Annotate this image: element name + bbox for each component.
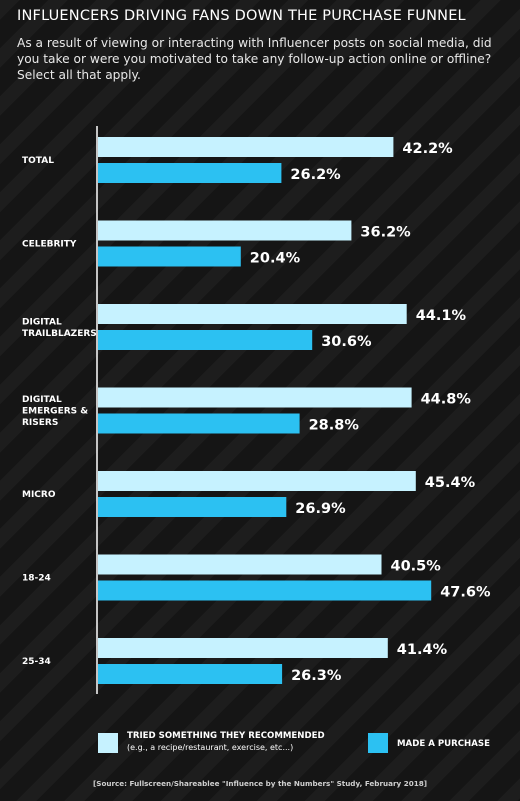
category-label: DIGITAL bbox=[22, 395, 62, 405]
category-label: TRAILBLAZERS bbox=[22, 329, 97, 339]
bar-purchase bbox=[98, 580, 432, 601]
legend-label-tried-note: (e.g., a recipe/restaurant, exercise, et… bbox=[127, 743, 294, 752]
bar-purchase bbox=[98, 664, 283, 684]
data-label: 42.2% bbox=[402, 141, 453, 157]
bar-purchase bbox=[98, 246, 241, 267]
bar-tried bbox=[98, 220, 352, 241]
category-label: 18-24 bbox=[22, 574, 51, 584]
legend-swatch-purchase bbox=[368, 733, 388, 753]
chart-title: INFLUENCERS DRIVING FANS DOWN THE PURCHA… bbox=[17, 8, 466, 24]
category-label: EMERGERS & bbox=[22, 407, 88, 417]
category-label: RISERS bbox=[22, 418, 58, 428]
category-label: CELEBRITY bbox=[22, 240, 77, 250]
legend-label-tried-main: TRIED SOMETHING THEY RECOMMENDED bbox=[127, 731, 325, 741]
bar-tried bbox=[98, 554, 382, 575]
bar-purchase bbox=[98, 413, 300, 434]
data-label: 47.6% bbox=[440, 585, 491, 601]
bar-tried bbox=[98, 638, 388, 658]
data-label: 20.4% bbox=[250, 251, 301, 267]
bar-tried bbox=[98, 471, 416, 491]
data-label: 44.8% bbox=[421, 392, 472, 408]
bar-tried bbox=[98, 387, 412, 408]
category-label: DIGITAL bbox=[22, 317, 62, 327]
data-label: 40.5% bbox=[391, 559, 442, 575]
data-label: 26.9% bbox=[295, 501, 346, 517]
data-label: 26.3% bbox=[291, 668, 342, 684]
category-label: 25-34 bbox=[22, 657, 51, 667]
data-label: 36.2% bbox=[360, 225, 411, 241]
data-label: 26.2% bbox=[290, 167, 341, 183]
bar-tried bbox=[98, 304, 407, 324]
legend-swatch-tried bbox=[98, 733, 118, 753]
legend-label-tried: TRIED SOMETHING THEY RECOMMENDED (e.g., … bbox=[127, 730, 325, 754]
category-label: TOTAL bbox=[22, 156, 54, 166]
bar-purchase bbox=[98, 497, 287, 517]
legend-label-purchase: MADE A PURCHASE bbox=[397, 739, 490, 749]
chart-subtitle: As a result of viewing or interacting wi… bbox=[17, 36, 492, 82]
data-label: 30.6% bbox=[321, 334, 372, 350]
bar-purchase bbox=[98, 163, 282, 183]
data-label: 28.8% bbox=[309, 418, 360, 434]
data-label: 41.4% bbox=[397, 642, 448, 658]
source-note: [Source: Fullscreen/Shareablee "Influenc… bbox=[92, 779, 427, 788]
bar-purchase bbox=[98, 330, 313, 350]
category-label: MICRO bbox=[22, 490, 56, 500]
data-label: 44.1% bbox=[416, 308, 467, 324]
bar-tried bbox=[98, 137, 394, 157]
data-label: 45.4% bbox=[425, 475, 476, 491]
